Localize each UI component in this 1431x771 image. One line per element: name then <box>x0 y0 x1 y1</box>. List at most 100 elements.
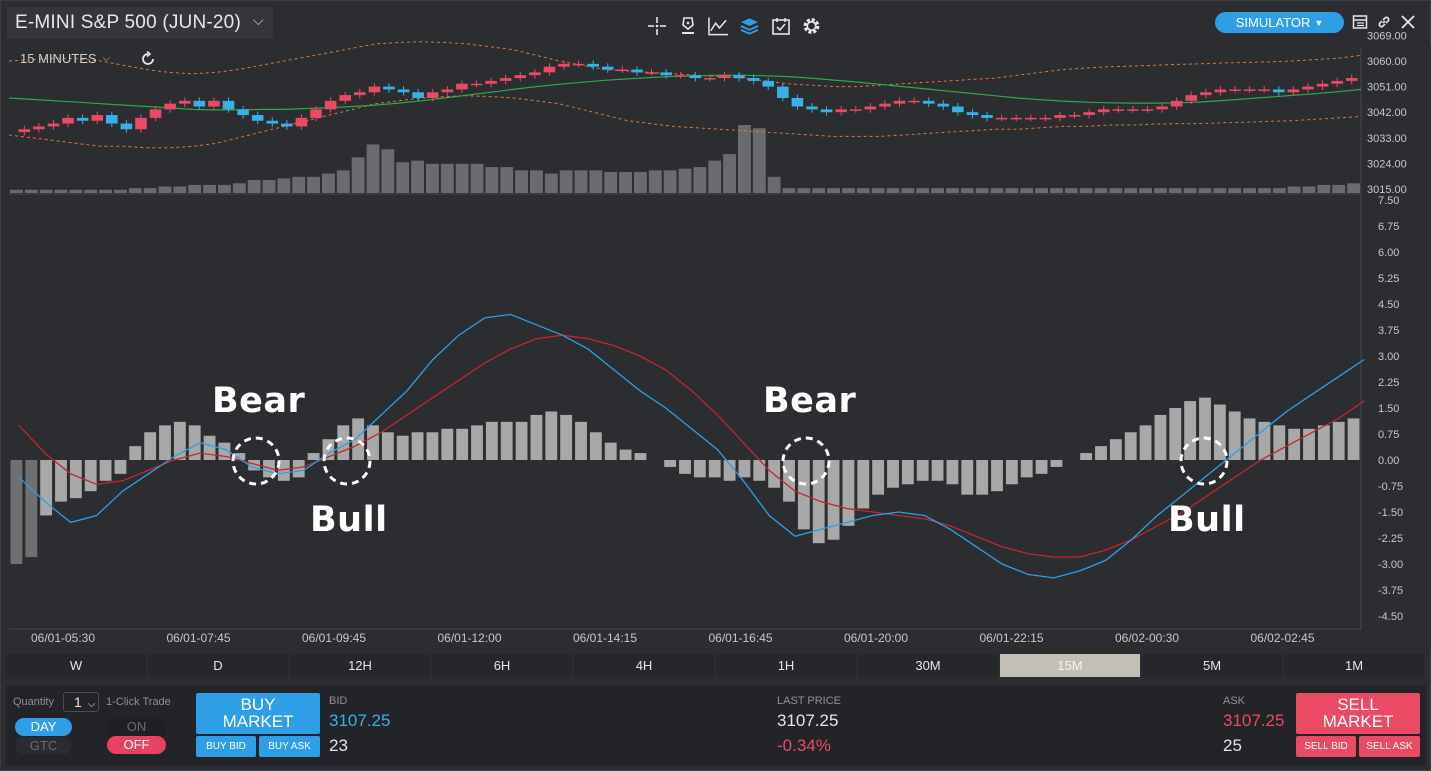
candle-down <box>791 97 804 107</box>
candle-up <box>864 106 877 110</box>
candle-up <box>354 92 366 96</box>
timeframe-1m[interactable]: 1M <box>1284 654 1426 677</box>
volume-bar <box>738 125 751 193</box>
candle-up <box>674 75 687 77</box>
buy-bid-button[interactable]: BUY BID <box>196 736 256 757</box>
candle-up <box>441 89 454 93</box>
account-mode-button[interactable]: SIMULATOR ▼ <box>1215 12 1344 33</box>
timeframe-w[interactable]: W <box>6 654 148 677</box>
one-click-off[interactable]: OFF <box>107 736 166 754</box>
layers-icon[interactable] <box>739 15 760 37</box>
sell-market-button[interactable]: SELL MARKET <box>1296 693 1420 734</box>
histogram-bar <box>218 442 231 460</box>
trade-panel: Quantity 1 ⌵ 1-Click Trade DAY GTC ON OF… <box>6 686 1426 766</box>
buy-market-line1: BUY <box>240 695 276 714</box>
timeframe-30m[interactable]: 30M <box>858 654 1000 677</box>
histogram-bar <box>723 460 736 481</box>
histogram-bar <box>1035 460 1048 474</box>
timeframe-4h[interactable]: 4H <box>574 654 716 677</box>
candle-up <box>426 92 439 98</box>
layout-icon[interactable] <box>1351 12 1369 32</box>
candle-down <box>747 78 760 81</box>
instrument-selector[interactable]: E-MINI S&P 500 (JUN-20) ⌵ <box>7 7 273 39</box>
annotation-bull-1: Bull <box>310 500 388 540</box>
volume-bar <box>396 162 410 193</box>
volume-bar <box>1228 188 1242 193</box>
volume-bar <box>619 171 632 193</box>
crossover-circle <box>1179 436 1229 486</box>
candle-up <box>1156 106 1168 110</box>
price-change: -0.34% <box>777 736 831 755</box>
volume-bar <box>1243 188 1256 193</box>
histogram-bar <box>248 460 261 471</box>
crosshair-icon[interactable] <box>646 15 667 37</box>
volume-bar <box>218 184 231 193</box>
volume-bar <box>24 189 38 193</box>
interval-selector[interactable]: 15 MINUTES ⌵ <box>20 51 110 66</box>
gtc-toggle[interactable]: GTC <box>15 737 72 754</box>
timeframe-12h[interactable]: 12H <box>290 654 432 677</box>
candle-down <box>76 117 89 121</box>
histogram-bar <box>471 425 483 460</box>
candle-up <box>1243 89 1256 91</box>
macd-axis-label: 6.75 <box>1378 221 1399 233</box>
volume-bar <box>856 188 870 193</box>
buy-market-line2: MARKET <box>222 712 294 731</box>
timeframe-6h[interactable]: 6H <box>432 654 574 677</box>
histogram-bar <box>1288 428 1301 460</box>
candle-up <box>572 63 585 66</box>
volume-bar <box>203 184 216 193</box>
volume-bar <box>381 149 395 193</box>
close-icon[interactable] <box>1399 12 1417 32</box>
one-click-on[interactable]: ON <box>107 718 166 736</box>
one-click-label: 1-Click Trade <box>106 696 171 708</box>
candle-up <box>1141 109 1154 111</box>
quantity-select[interactable]: 1 ⌵ <box>63 692 99 712</box>
histogram-bar <box>634 453 647 460</box>
candle-up <box>645 72 658 74</box>
macd-axis-label: 0.00 <box>1378 455 1399 467</box>
volume-bar <box>752 128 766 193</box>
buy-market-button[interactable]: BUY MARKET <box>196 693 320 734</box>
timeframe-1h[interactable]: 1H <box>716 654 858 677</box>
pen-icon[interactable] <box>677 15 698 37</box>
histogram-bar <box>545 411 558 460</box>
buy-ask-button[interactable]: BUY ASK <box>259 736 320 757</box>
timeframe-5m[interactable]: 5M <box>1142 654 1284 677</box>
volume-bar <box>797 188 811 193</box>
link-icon[interactable] <box>1375 12 1393 32</box>
volume-bar <box>530 170 543 193</box>
candle-up <box>62 117 74 124</box>
candle-down <box>1272 89 1285 93</box>
histogram-bar <box>708 460 721 478</box>
candle-up <box>849 109 862 111</box>
sell-ask-button[interactable]: SELL ASK <box>1359 736 1420 757</box>
volume-bar <box>292 176 306 193</box>
volume-bar <box>366 144 380 193</box>
candle-up <box>616 69 629 72</box>
studies-icon[interactable] <box>708 15 729 37</box>
sell-bid-button[interactable]: SELL BID <box>1296 736 1356 757</box>
price-axis-label: 3069.00 <box>1367 30 1407 42</box>
calendar-icon[interactable] <box>770 15 791 37</box>
day-toggle[interactable]: DAY <box>15 718 72 736</box>
timeframe-d[interactable]: D <box>148 654 290 677</box>
bid-size: 23 <box>329 736 348 755</box>
histogram-bar <box>1273 425 1286 460</box>
gear-icon[interactable] <box>801 15 822 37</box>
volume-bar <box>1124 188 1138 193</box>
timeframe-15m[interactable]: 15M <box>1000 654 1142 677</box>
histogram-bar <box>1213 404 1226 460</box>
price-chart[interactable]: 3069.00 3060.00 3051.00 3042.00 3033.00 3024.… <box>1 1 1431 651</box>
candle-down <box>922 100 935 104</box>
refresh-icon[interactable] <box>140 50 156 67</box>
candle-down <box>222 100 235 110</box>
caret-down-icon: ▼ <box>1314 17 1324 28</box>
time-axis-label: 06/01-20:00 <box>844 631 908 645</box>
time-axis-label: 06/01-05:30 <box>31 631 95 645</box>
macd-axis-label: 1.50 <box>1378 403 1399 415</box>
volume-bar <box>1079 188 1093 193</box>
volume-bar <box>931 188 944 193</box>
time-axis-label: 06/01-09:45 <box>302 631 366 645</box>
volume-bar <box>693 167 707 193</box>
